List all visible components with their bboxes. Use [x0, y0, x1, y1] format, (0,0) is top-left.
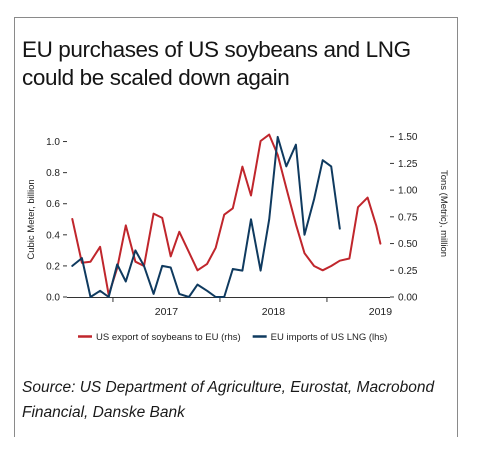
x-axis-tick-label: 2019: [369, 306, 393, 318]
legend-label: US export of soybeans to EU (rhs): [96, 332, 241, 343]
x-axis-tick-label: 2018: [262, 306, 286, 318]
left-axis-tick-label: 0.4: [46, 230, 60, 241]
right-axis-tick-label: 1.00: [398, 186, 418, 197]
frame-left-border: [14, 17, 15, 437]
right-axis-tick-label: 0.50: [398, 239, 418, 250]
x-axis-tick-label: 2017: [155, 306, 179, 318]
right-axis-tick-label: 1.25: [398, 159, 418, 170]
frame-right-border: [457, 17, 458, 437]
lng-series-line: [71, 135, 341, 298]
left-axis-tick-label: 0.2: [46, 261, 60, 272]
left-axis-title: Cubic Meter, billion: [26, 179, 37, 259]
soybean-series-line: [71, 133, 382, 296]
right-axis-tick-label: 1.50: [398, 132, 418, 143]
left-axis-tick-label: 1.0: [46, 137, 60, 148]
left-axis-tick-label: 0.8: [46, 168, 60, 179]
chart-title: EU purchases of US soybeans and LNG coul…: [22, 37, 411, 90]
right-axis-tick-label: 0.25: [398, 266, 418, 277]
line-chart: 0.0 0.2 0.4 0.6 0.8 1.0 0.00 0.25 0.50 0.75 1.00 1.…: [26, 132, 449, 343]
left-axis-tick-label: 0.0: [46, 293, 60, 304]
right-axis-tick-label: 0.75: [398, 212, 418, 223]
frame-top-border: [14, 17, 458, 18]
source-note: Source: US Department of Agriculture, Eu…: [22, 379, 435, 421]
right-axis-tick-label: 0.00: [398, 293, 418, 304]
left-axis-tick-label: 0.6: [46, 199, 60, 210]
right-axis-title: Tons (Metric), million: [438, 170, 449, 257]
chart-frame: [14, 17, 458, 437]
legend-label: EU imports of US LNG (lhs): [271, 332, 388, 343]
